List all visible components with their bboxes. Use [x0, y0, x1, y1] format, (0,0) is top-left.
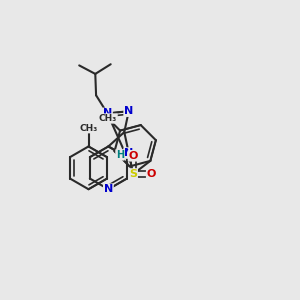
Text: H: H	[116, 150, 124, 160]
Text: CH₃: CH₃	[99, 114, 117, 123]
Text: N: N	[124, 148, 134, 158]
Text: O: O	[128, 151, 138, 161]
Text: S: S	[129, 169, 137, 179]
Text: N: N	[103, 108, 112, 118]
Text: CH₃: CH₃	[80, 124, 98, 133]
Text: O: O	[147, 169, 156, 179]
Text: N: N	[104, 184, 113, 194]
Text: N: N	[124, 106, 134, 116]
